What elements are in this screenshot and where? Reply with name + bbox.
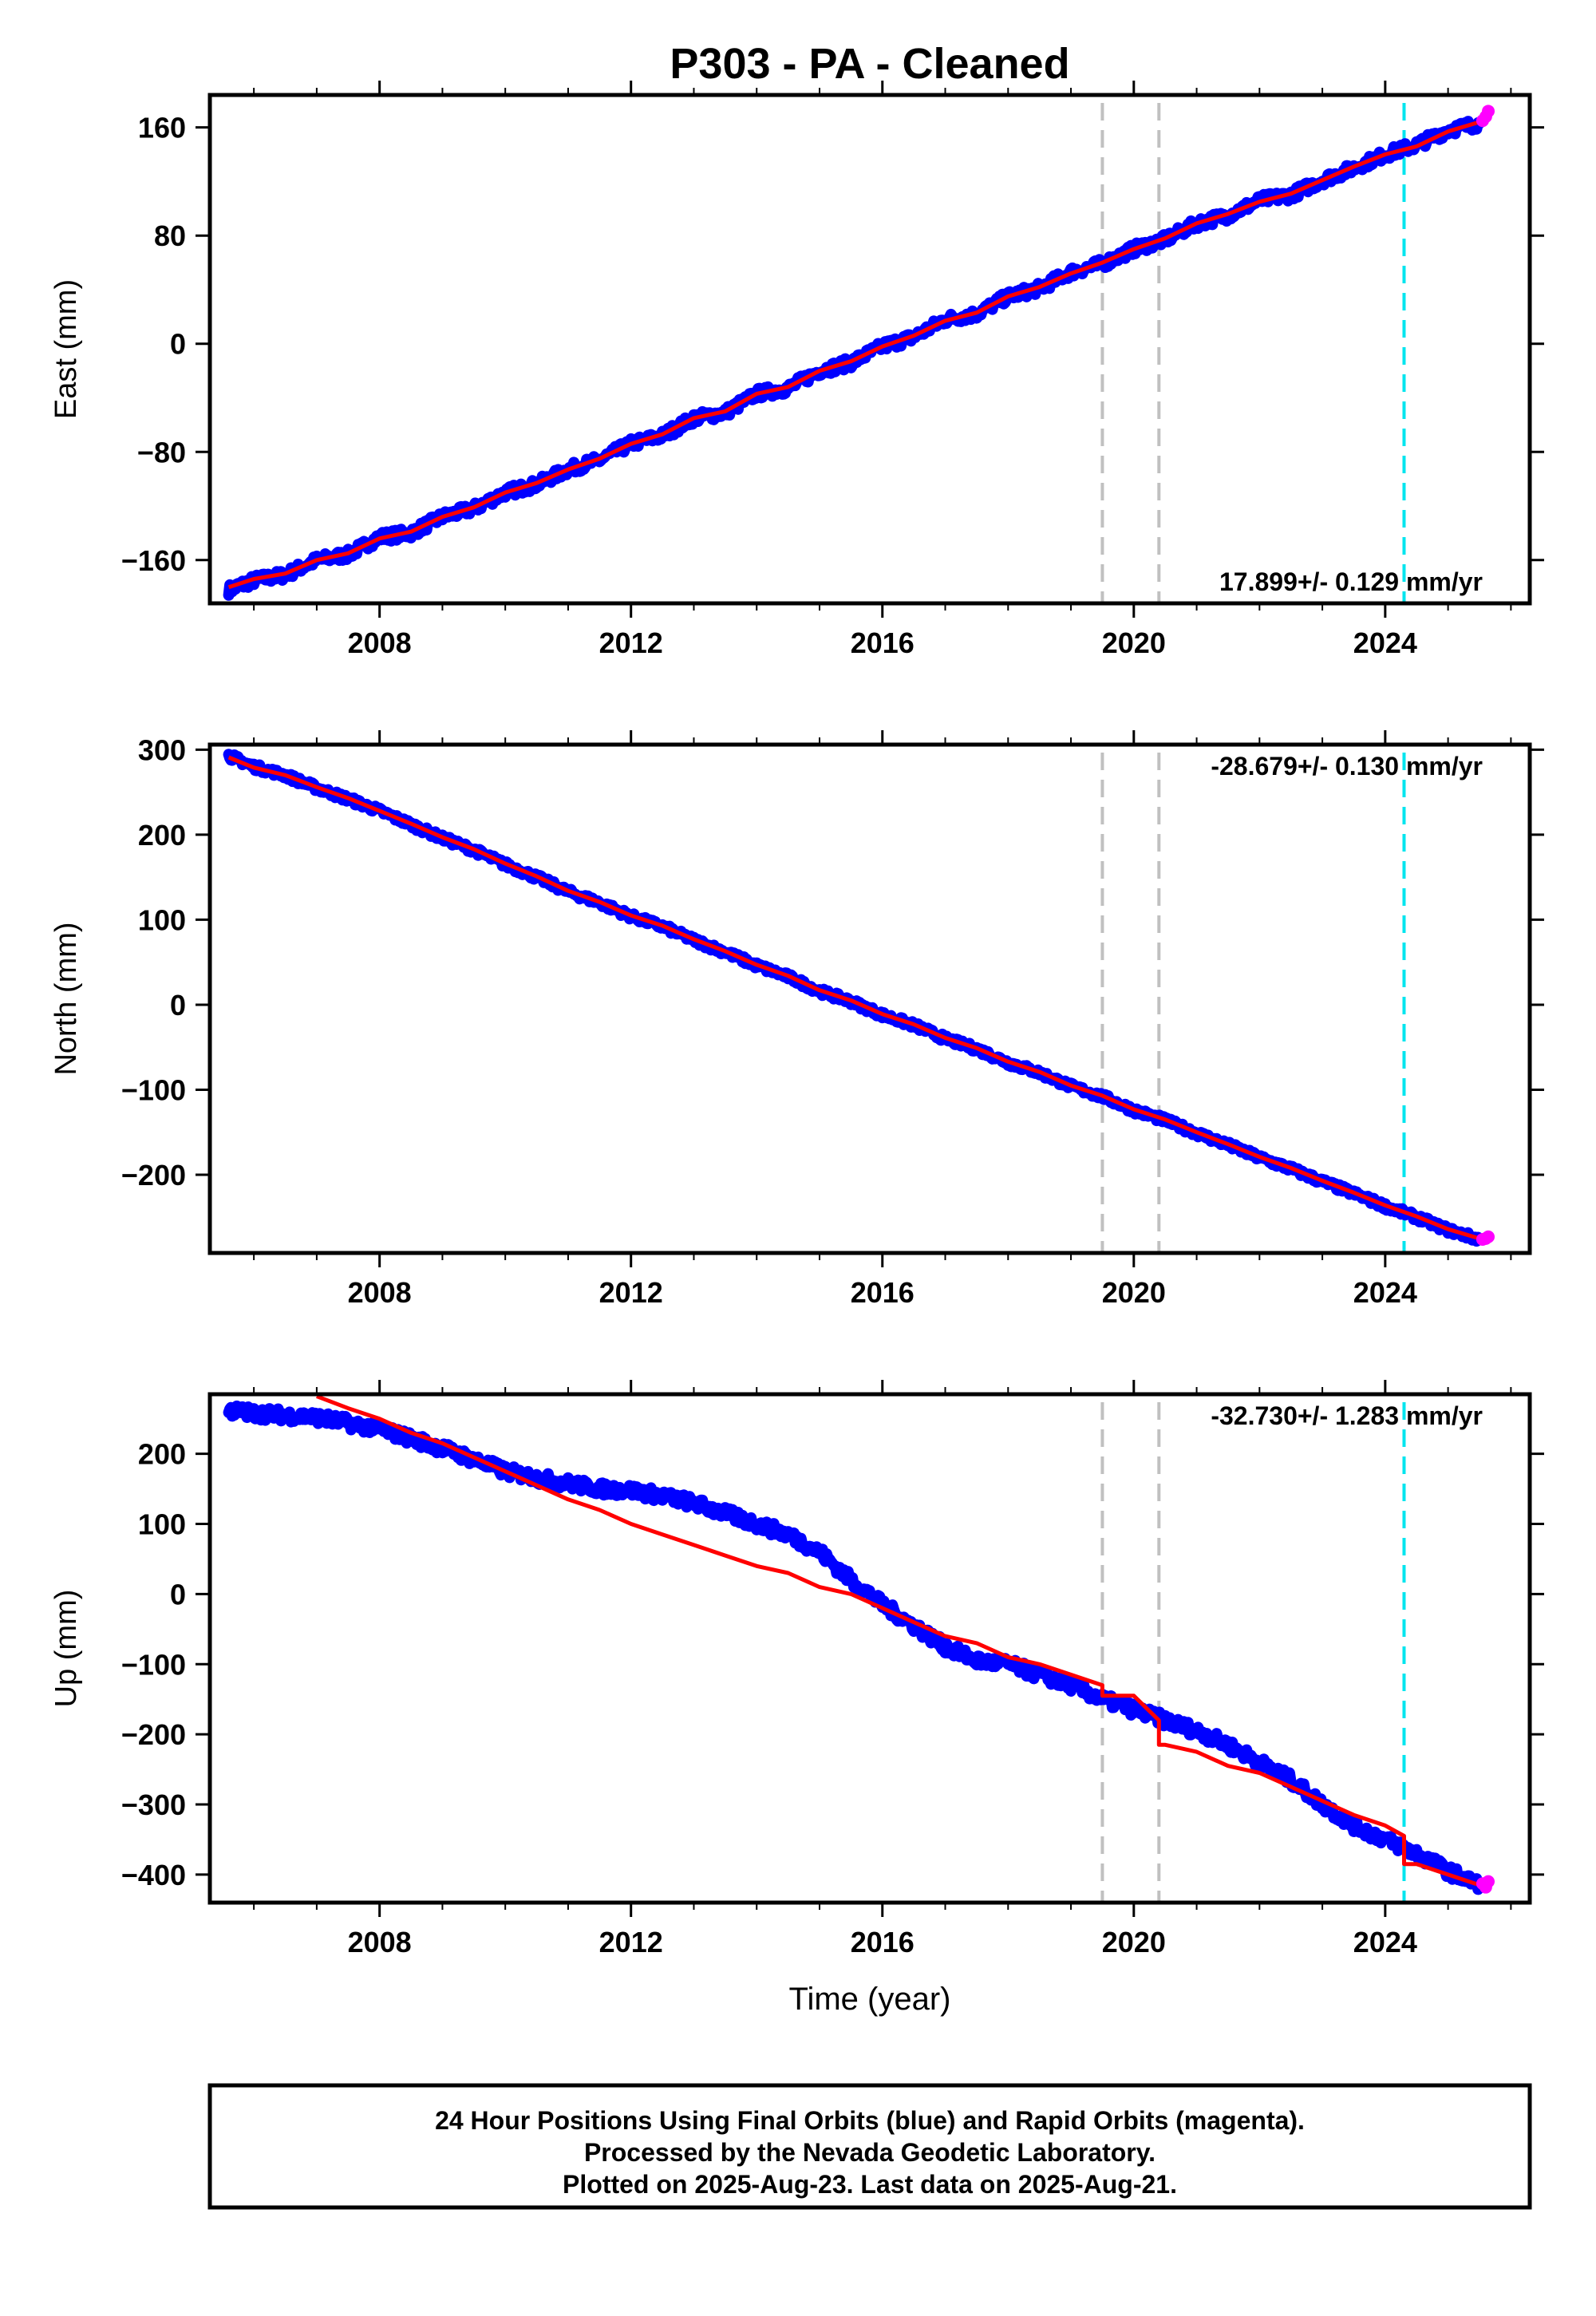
- rapid-orbit-point: [1482, 1230, 1495, 1243]
- y-axis-label: East (mm): [49, 279, 83, 419]
- y-tick-label: 100: [138, 1508, 186, 1541]
- footer-box: 24 Hour Positions Using Final Orbits (bl…: [207, 2083, 1532, 2210]
- y-axis-label: North (mm): [49, 922, 83, 1075]
- y-tick-label: 100: [138, 903, 186, 936]
- y-tick-label: −80: [137, 436, 186, 468]
- figure-title: P303 - PA - Cleaned: [670, 40, 1069, 88]
- x-tick-label: 2016: [851, 1276, 915, 1309]
- east-panel: 2008 2012 2016 2020 2024 −160 −80 0 80 160 East (m…: [49, 81, 1544, 659]
- y-tick-label: 200: [138, 1438, 186, 1471]
- y-tick-label: −200: [121, 1718, 186, 1751]
- x-tick-label: 2012: [599, 626, 663, 659]
- x-tick-label: 2024: [1353, 1276, 1417, 1309]
- velocity-label: -32.730+/- 1.283 mm/yr: [1211, 1401, 1483, 1430]
- final-orbits-series: [223, 1400, 1485, 1895]
- x-tick-label: 2008: [348, 1276, 412, 1309]
- x-tick-label: 2008: [348, 626, 412, 659]
- up-panel: 2008 2012 2016 2020 2024 −400 −300 −200 −100 0 100…: [49, 1380, 1544, 1958]
- x-tick-label: 2020: [1102, 626, 1166, 659]
- rapid-orbit-point: [1482, 105, 1495, 118]
- footer-line-1: 24 Hour Positions Using Final Orbits (bl…: [435, 2106, 1305, 2135]
- y-tick-label: 300: [138, 733, 186, 766]
- north-panel: 2008 2012 2016 2020 2024 −200 −100 0 100 200 300 No…: [49, 730, 1544, 1309]
- y-tick-label: 160: [138, 112, 186, 144]
- plot-frame: [207, 1392, 1532, 1905]
- footer-frame: [207, 2083, 1532, 2210]
- rapid-orbit-point: [1482, 1875, 1495, 1888]
- x-tick-label: 2020: [1102, 1926, 1166, 1958]
- x-tick-label: 2024: [1353, 626, 1417, 659]
- y-tick-label: 0: [170, 328, 186, 361]
- x-tick-label: 2012: [599, 1276, 663, 1309]
- y-tick-label: 80: [154, 219, 186, 252]
- y-tick-label: 0: [170, 989, 186, 1022]
- y-tick-label: −100: [121, 1648, 186, 1681]
- final-orbits-series: [223, 116, 1485, 601]
- y-tick-label: 200: [138, 819, 186, 852]
- y-tick-label: −160: [121, 544, 186, 577]
- y-tick-label: −300: [121, 1788, 186, 1821]
- x-tick-label: 2016: [851, 1926, 915, 1958]
- model-fit-line: [227, 755, 1480, 1241]
- velocity-label: -28.679+/- 0.130 mm/yr: [1211, 752, 1483, 781]
- model-fit-line: [227, 120, 1480, 590]
- x-tick-label: 2016: [851, 626, 915, 659]
- velocity-label: 17.899+/- 0.129 mm/yr: [1219, 567, 1483, 596]
- x-tick-label: 2020: [1102, 1276, 1166, 1309]
- y-axis-label: Up (mm): [49, 1590, 83, 1708]
- x-tick-label: 2012: [599, 1926, 663, 1958]
- y-tick-label: −100: [121, 1073, 186, 1106]
- footer-line-3: Plotted on 2025-Aug-23. Last data on 202…: [563, 2170, 1177, 2199]
- model-fit-line: [316, 1394, 1480, 1887]
- plot-frame: [207, 93, 1532, 606]
- plot-frame: [207, 742, 1532, 1255]
- y-tick-label: −400: [121, 1859, 186, 1891]
- x-tick-label: 2024: [1353, 1926, 1417, 1958]
- x-axis-label: Time (year): [789, 1982, 951, 2017]
- y-tick-label: −200: [121, 1159, 186, 1192]
- y-tick-label: 0: [170, 1578, 186, 1611]
- footer-line-2: Processed by the Nevada Geodetic Laborat…: [584, 2138, 1156, 2167]
- x-tick-label: 2008: [348, 1926, 412, 1958]
